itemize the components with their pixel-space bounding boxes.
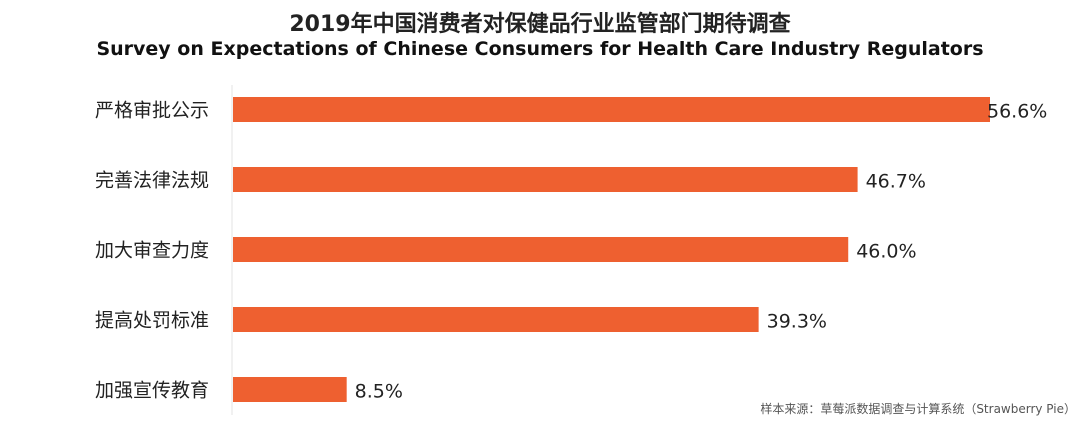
data-label: 8.5% — [355, 381, 403, 403]
category-label: 加强宣传教育 — [95, 380, 209, 402]
bar — [233, 237, 849, 262]
data-label: 46.7% — [866, 171, 926, 193]
category-label: 严格审批公示 — [95, 100, 209, 122]
bar — [233, 167, 858, 192]
bar — [233, 97, 990, 122]
bar — [233, 377, 347, 402]
category-label: 加大审查力度 — [95, 240, 209, 262]
source-note: 样本来源：草莓派数据调查与计算系统（Strawberry Pie） — [760, 402, 1076, 416]
data-label: 39.3% — [767, 311, 827, 333]
bar — [233, 307, 759, 332]
category-label: 完善法律法规 — [95, 170, 209, 192]
data-label: 56.6% — [987, 101, 1047, 123]
chart-title: 2019年中国消费者对保健品行业监管部门期待调查 — [289, 12, 791, 37]
category-label: 提高处罚标准 — [95, 310, 209, 332]
data-label: 46.0% — [856, 241, 916, 263]
chart-subtitle: Survey on Expectations of Chinese Consum… — [96, 38, 984, 60]
